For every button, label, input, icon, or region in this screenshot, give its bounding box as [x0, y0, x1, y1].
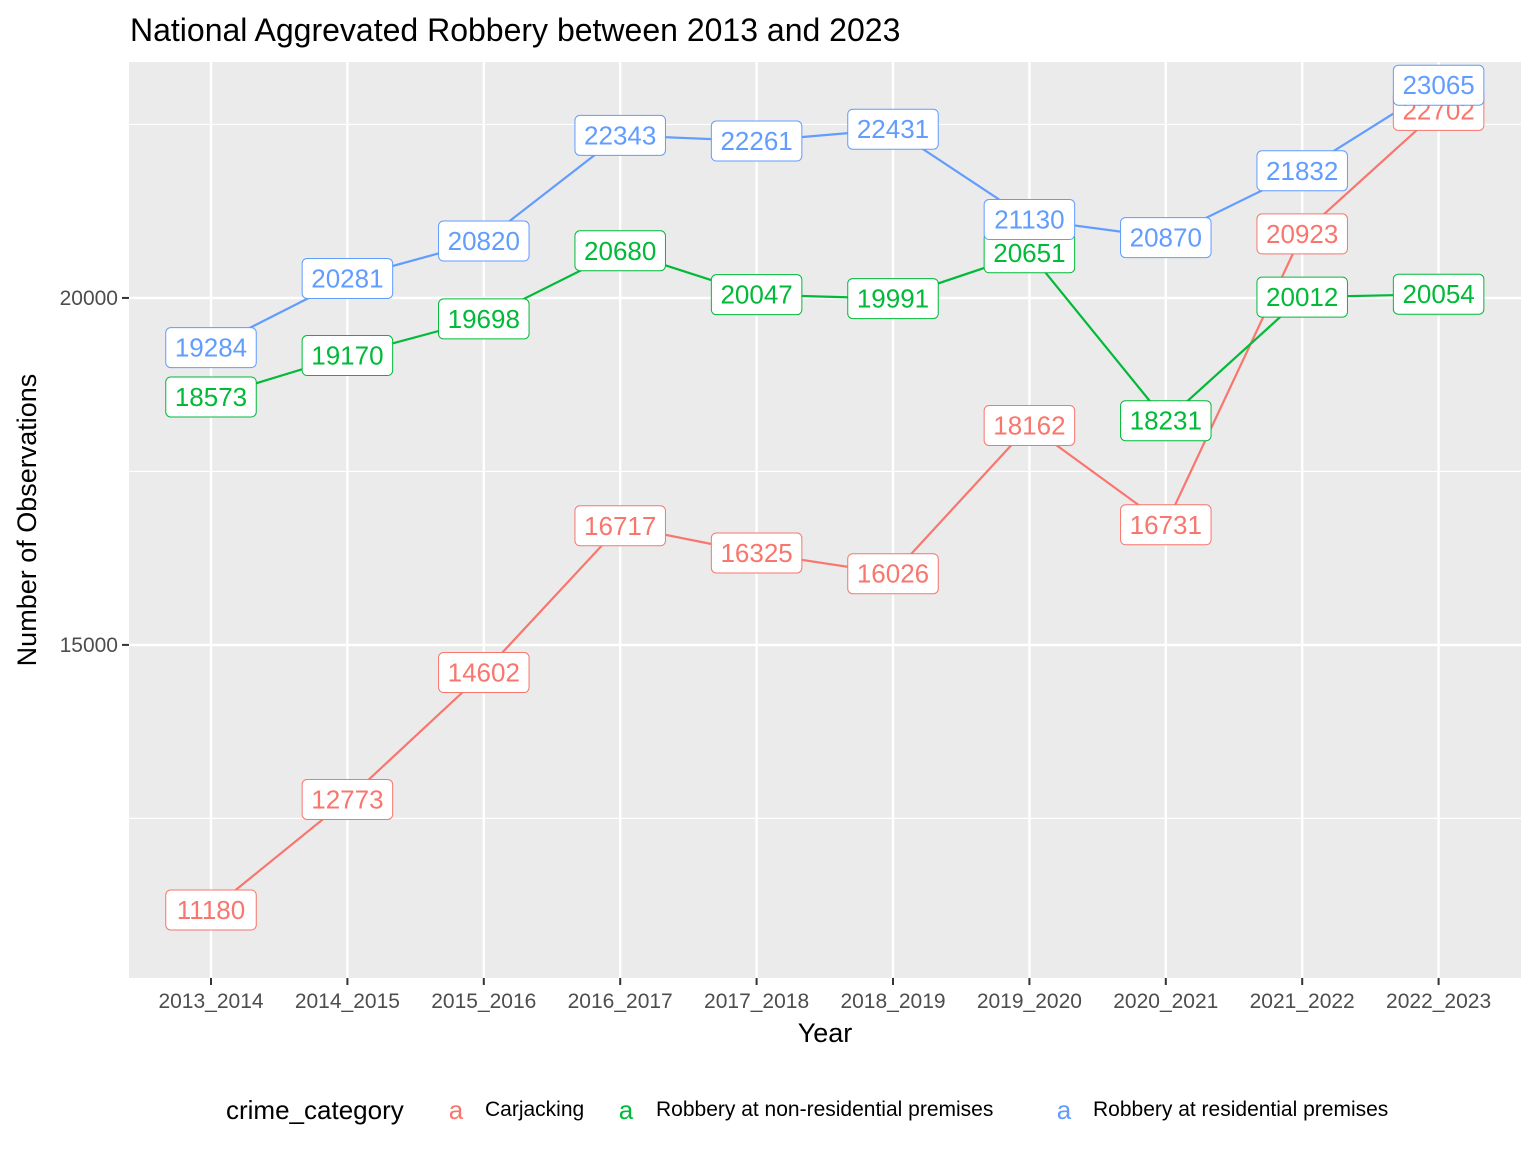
data-label: 22343 [584, 120, 656, 150]
series-line [210, 109, 1440, 911]
data-label-box [1120, 217, 1212, 259]
data-label: 14602 [448, 658, 520, 688]
y-tick-label: 20000 [60, 287, 118, 310]
data-label-box [710, 120, 803, 162]
data-label: 21130 [994, 205, 1064, 235]
data-label-box [301, 778, 394, 820]
data-label-box [847, 278, 939, 320]
data-label-box [301, 335, 394, 377]
data-label: 20820 [448, 226, 520, 256]
data-label-box [438, 652, 530, 694]
data-label-box [574, 505, 666, 547]
x-tick-label: 2013_2014 [158, 990, 263, 1013]
legend-label: Carjacking [485, 1098, 584, 1121]
x-tick-label: 2014_2015 [295, 990, 400, 1013]
data-label: 23065 [1402, 70, 1474, 100]
x-tick-label: 2021_2022 [1250, 990, 1355, 1013]
data-label-box [710, 532, 803, 574]
legend: crime_category a Carjacking a Robbery at no… [226, 1095, 1388, 1125]
data-label: 20047 [720, 280, 792, 310]
data-label-box [438, 298, 530, 340]
data-label-box [847, 553, 939, 595]
x-axis-title: Year [798, 1018, 853, 1048]
data-label: 19284 [175, 333, 247, 363]
legend-key-glyph: a [619, 1095, 634, 1125]
data-label: 18573 [175, 382, 247, 412]
y-tick-label: 15000 [60, 634, 118, 657]
x-tick-label: 2022_2023 [1386, 990, 1491, 1013]
data-label: 11180 [177, 895, 245, 925]
data-label-box [983, 404, 1076, 446]
data-label-box [1120, 400, 1212, 442]
data-label-box [1392, 64, 1485, 106]
data-label: 16717 [584, 511, 656, 541]
data-label: 22261 [720, 126, 792, 156]
data-label-box [1392, 273, 1485, 315]
grid-lines [129, 62, 1521, 978]
data-label: 16026 [857, 559, 929, 589]
axes: 15000 20000 2013_2014 2014_2015 2015_2016 201… [60, 287, 1492, 1013]
legend-key-glyph: a [449, 1095, 464, 1125]
data-label-box [165, 327, 257, 369]
y-axis-title: Number of Observations [12, 374, 42, 667]
x-tick-label: 2016_2017 [568, 990, 673, 1013]
series-line [210, 249, 1439, 423]
legend-title: crime_category [226, 1095, 404, 1125]
data-label: 19698 [448, 304, 520, 334]
data-label: 20923 [1266, 219, 1338, 249]
legend-label: Robbery at residential premises [1093, 1098, 1388, 1121]
data-label: 12773 [311, 784, 383, 814]
data-label: 19991 [857, 284, 929, 314]
data-label: 20281 [311, 263, 383, 293]
data-label-box [165, 889, 257, 931]
chart-title: National Aggrevated Robbery between 2013… [130, 12, 900, 48]
data-label-box [1256, 276, 1348, 318]
data-label-box [165, 376, 257, 418]
data-label-box [983, 199, 1076, 241]
data-label-box [847, 108, 939, 150]
data-label: 20870 [1130, 223, 1202, 253]
data-label-box [574, 230, 666, 272]
data-label: 18231 [1130, 406, 1202, 436]
data-label-box [1256, 150, 1348, 192]
data-label: 22431 [857, 114, 929, 144]
data-label: 16731 [1130, 510, 1202, 540]
data-label-box [301, 257, 394, 299]
data-label: 20054 [1402, 279, 1474, 309]
data-label: 21832 [1266, 156, 1338, 186]
data-label-box [438, 220, 530, 262]
x-tick-label: 2020_2021 [1113, 990, 1218, 1013]
data-label: 20012 [1266, 282, 1338, 312]
legend-key-glyph: a [1057, 1095, 1072, 1125]
data-label: 19170 [311, 341, 383, 371]
legend-label: Robbery at non-residential premises [656, 1098, 993, 1121]
data-labels: 11180 12773 14602 16717 16325 16026 18162 16731… [165, 64, 1485, 931]
x-tick-label: 2017_2018 [704, 990, 809, 1013]
x-tick-label: 2019_2020 [977, 990, 1082, 1013]
series-line [210, 84, 1440, 349]
data-label-box [574, 114, 666, 156]
data-label-box [1120, 504, 1212, 546]
x-tick-label: 2015_2016 [431, 990, 536, 1013]
x-tick-label: 2018_2019 [840, 990, 945, 1013]
data-label-box [1256, 213, 1348, 255]
series-lines [210, 84, 1440, 911]
data-label: 20651 [993, 238, 1065, 268]
plot-panel [129, 62, 1521, 978]
data-label: 18162 [993, 410, 1065, 440]
data-label: 16325 [720, 538, 792, 568]
data-label-box [710, 274, 803, 316]
data-label: 20680 [584, 236, 656, 266]
